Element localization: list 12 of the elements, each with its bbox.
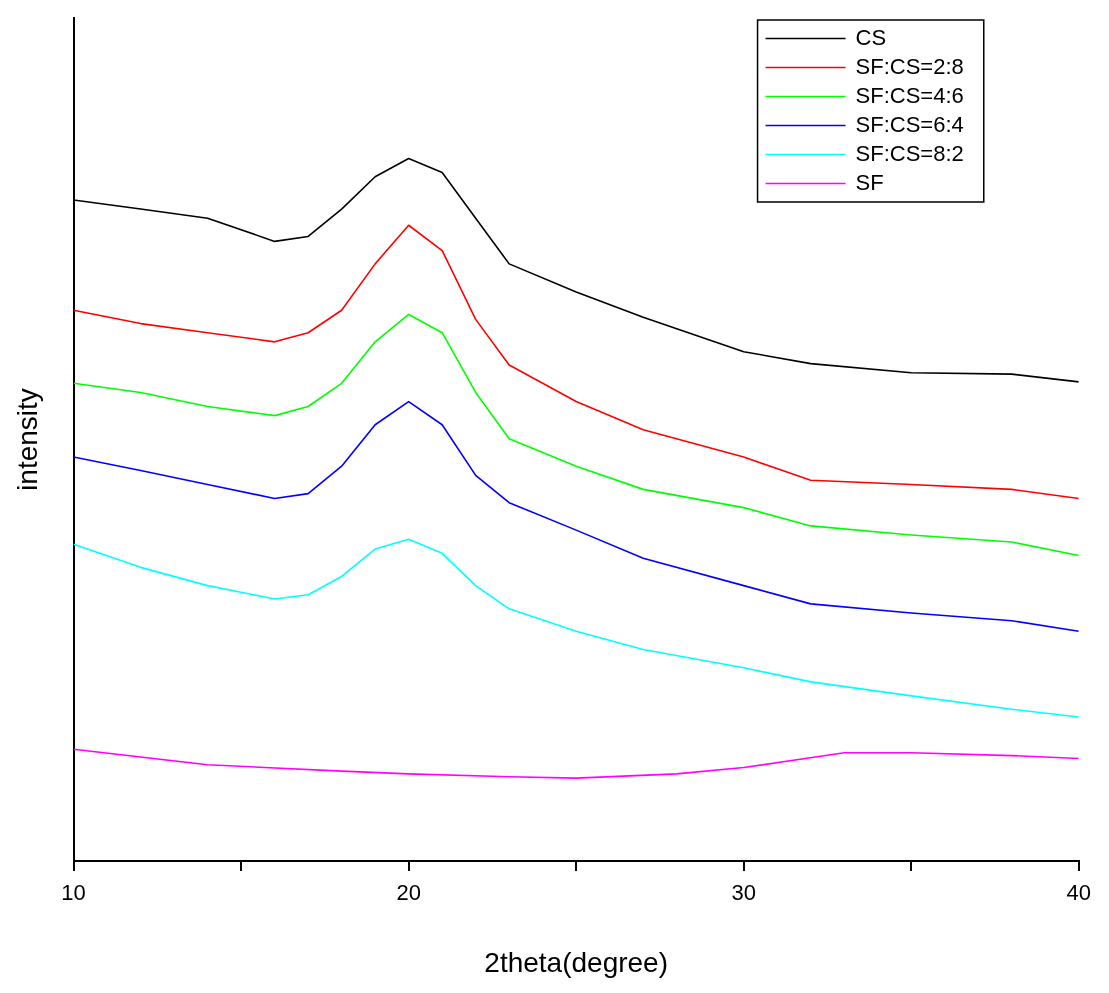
x-tick-label: 10 (61, 880, 86, 906)
legend-label: SF (855, 169, 884, 195)
legend-label: CS (855, 24, 887, 50)
y-axis-title: intensity (11, 388, 43, 491)
legend-label: SF:CS=6:4 (855, 111, 964, 137)
legend-label: SF:CS=8:2 (855, 140, 964, 166)
x-tick-label: 40 (1066, 880, 1092, 906)
x-axis-title: 2theta(degree) (484, 946, 669, 978)
x-tick-label: 30 (731, 880, 756, 906)
legend-label: SF:CS=2:8 (855, 53, 964, 79)
x-tick-label: 20 (396, 880, 421, 906)
legend-label: SF:CS=4:6 (855, 82, 964, 108)
